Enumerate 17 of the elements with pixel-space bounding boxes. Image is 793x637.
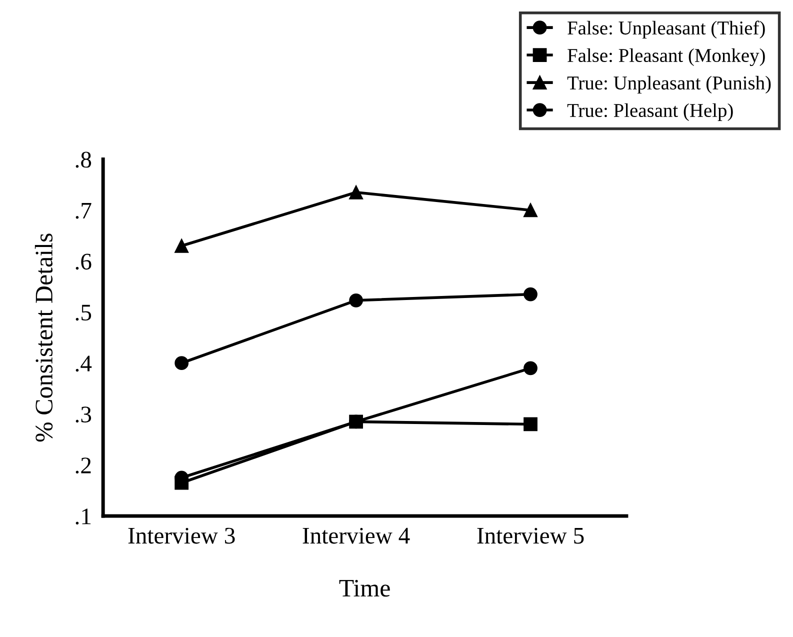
x-tick-label: Interview 5 <box>477 528 584 544</box>
y-tick-label: .2 <box>76 458 91 474</box>
x-tick-label: Interview 4 <box>302 528 410 544</box>
y-tick-label: .8 <box>76 152 92 168</box>
legend-label: True: Pleasant (Help) <box>567 103 733 121</box>
y-axis-title: % Consistent Details <box>34 234 53 442</box>
x-tick-label: Interview 3 <box>128 528 235 544</box>
y-tick-label: .3 <box>76 406 92 423</box>
x-axis-title: Time <box>339 580 390 597</box>
y-tick-label: .5 <box>76 304 92 321</box>
legend-label: False: Pleasant (Monkey) <box>568 48 765 66</box>
legend-label: True: Unpleasant (Punish) <box>567 76 771 94</box>
y-tick-label: .1 <box>76 508 91 524</box>
y-tick-label: .6 <box>76 254 92 270</box>
y-tick-label: .7 <box>76 202 92 219</box>
legend-label: False: Unpleasant (Thief) <box>568 20 765 39</box>
y-tick-label: .4 <box>76 356 92 372</box>
